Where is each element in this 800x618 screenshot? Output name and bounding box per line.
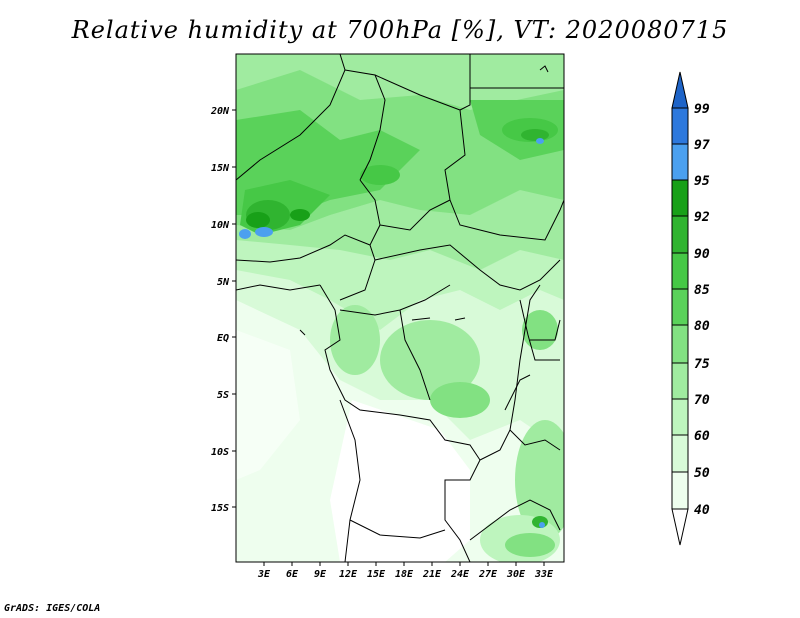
lon-tick-label: 30E: [506, 569, 526, 580]
lat-tick-label: EQ: [217, 333, 229, 344]
colorbar-segment: [671, 362, 689, 400]
lat-tick-label: 15S: [211, 503, 229, 514]
lat-tick-label: 5S: [217, 390, 229, 401]
colorbar-segment: [671, 471, 689, 510]
lon-tick-label: 3E: [257, 569, 271, 580]
lat-tick-label: 20N: [210, 106, 230, 117]
lat-tick-label: 10S: [211, 447, 229, 458]
colorbar-label: 90: [694, 247, 710, 262]
lat-tick-label: 10N: [211, 220, 230, 231]
lon-tick-label: 33E: [534, 569, 554, 580]
colorbar-label: 75: [694, 357, 710, 372]
map-frame: [235, 53, 565, 563]
colorbar-bottom-arrow: [671, 508, 689, 546]
colorbar-label: 85: [694, 283, 710, 298]
lon-tick-label: 12E: [339, 569, 358, 580]
colorbar-segment: [671, 434, 689, 473]
lon-tick-label: 6E: [286, 569, 299, 580]
colorbar-label: 70: [694, 393, 710, 408]
colorbar-label: 60: [694, 429, 710, 444]
lon-tick-label: 24E: [450, 569, 470, 580]
lon-tick-label: 21E: [422, 569, 442, 580]
colorbar-label: 99: [694, 102, 710, 117]
colorbar-top-arrow: [671, 71, 689, 109]
colorbar-segment: [671, 324, 689, 364]
colorbar-segment: [671, 179, 689, 217]
colorbar-segment: [671, 288, 689, 326]
humidity-field: [236, 54, 564, 562]
lat-tick-label: 5N: [217, 277, 230, 288]
colorbar-label: 97: [694, 138, 710, 153]
lon-tick-label: 18E: [395, 569, 414, 580]
grads-credit: GrADS: IGES/COLA: [4, 603, 101, 614]
colorbar-segment: [671, 143, 689, 181]
map-title: Relative humidity at 700hPa [%], VT: 202…: [71, 16, 729, 44]
colorbar-segment: [671, 215, 689, 254]
colorbar-label: 40: [694, 503, 710, 518]
colorbar-segment: [671, 107, 689, 145]
colorbar-label: 95: [694, 174, 710, 189]
lat-tick-label: 15N: [211, 163, 230, 174]
colorbar-label: 80: [694, 319, 710, 334]
lon-tick-label: 9E: [314, 569, 327, 580]
lon-tick-label: 15E: [367, 569, 386, 580]
lat-axis: 20N 15N 10N 5N EQ 5S 10S 15S: [210, 106, 236, 514]
colorbar-segment: [671, 398, 689, 436]
country-borders: [236, 54, 564, 562]
colorbar-label: 50: [694, 466, 710, 481]
colorbar: 99 97 95 92 90 85 80 75 70 60 50 40: [671, 71, 710, 546]
lon-tick-label: 27E: [478, 569, 498, 580]
colorbar-label: 92: [694, 210, 710, 225]
lon-axis: 3E 6E 9E 12E 15E 18E 21E 24E 27E 30E 33E: [257, 562, 554, 580]
colorbar-segment: [671, 252, 689, 290]
